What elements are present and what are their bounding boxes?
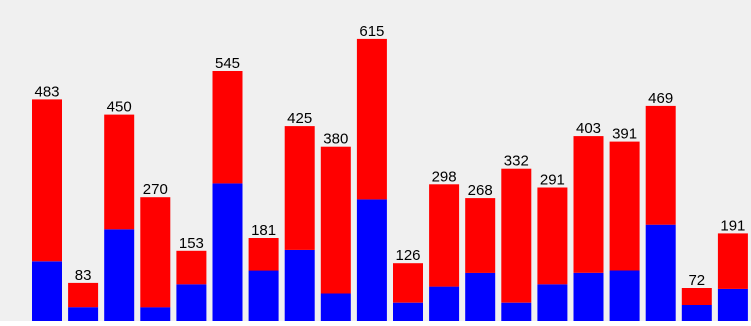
- bar-segment-14-series-1: [501, 302, 532, 321]
- data-label-10: 615: [359, 23, 384, 40]
- data-label-11: 126: [395, 247, 420, 264]
- bar-segment-7-series-2: [248, 238, 279, 271]
- bar-segment-3-series-2: [104, 114, 135, 230]
- data-labels-layer: 483 83 450 270 153 545 181 425 380 615 126 298 268 33…: [34, 23, 745, 289]
- data-label-8: 425: [287, 110, 312, 127]
- data-label-16: 403: [576, 120, 601, 137]
- data-label-20: 191: [720, 217, 745, 234]
- bar-segment-19-series-2: [681, 288, 712, 305]
- bar-segment-9-series-1: [320, 293, 351, 321]
- bar-segment-15-series-2: [537, 187, 568, 285]
- bar-segment-18-series-1: [645, 224, 676, 321]
- bar-segment-2-series-2: [68, 282, 99, 308]
- data-label-18: 469: [648, 90, 673, 107]
- bar-segment-10-series-1: [356, 199, 387, 321]
- data-label-15: 291: [540, 172, 565, 189]
- bar-segment-12-series-2: [429, 184, 460, 287]
- bar-segment-7-series-1: [248, 270, 279, 321]
- bar-segment-1-series-2: [32, 99, 62, 262]
- bars-layer: [32, 38, 748, 321]
- bar-segment-6-series-2: [212, 71, 243, 184]
- bar-segment-19-series-1: [681, 304, 712, 321]
- bar-segment-20-series-2: [717, 233, 748, 289]
- bar-segment-9-series-2: [320, 146, 351, 294]
- bar-segment-13-series-1: [465, 272, 496, 321]
- data-label-5: 153: [179, 235, 204, 252]
- data-label-14: 332: [504, 153, 529, 170]
- bar-segment-17-series-2: [609, 141, 640, 271]
- bar-segment-10-series-2: [356, 38, 387, 200]
- bar-segment-5-series-1: [176, 284, 207, 321]
- bar-segment-4-series-1: [140, 307, 171, 321]
- bar-segment-11-series-2: [393, 263, 423, 303]
- bar-segment-3-series-1: [104, 229, 135, 321]
- data-label-7: 181: [251, 222, 276, 239]
- data-label-3: 450: [107, 99, 132, 116]
- data-label-13: 268: [468, 182, 493, 199]
- bar-segment-14-series-2: [501, 168, 532, 303]
- bar-segment-18-series-2: [645, 105, 676, 225]
- bar-segment-15-series-1: [537, 284, 568, 321]
- bar-segment-4-series-2: [140, 197, 171, 308]
- bar-segment-8-series-1: [284, 249, 315, 321]
- bar-segment-6-series-1: [212, 183, 243, 321]
- data-label-4: 270: [143, 181, 168, 198]
- data-label-19: 72: [688, 272, 705, 289]
- bar-segment-16-series-1: [573, 272, 604, 321]
- bar-segment-20-series-1: [717, 288, 748, 321]
- data-label-17: 391: [612, 126, 637, 143]
- data-label-9: 380: [323, 131, 348, 148]
- bar-segment-5-series-2: [176, 250, 207, 285]
- data-label-6: 545: [215, 55, 240, 72]
- bar-segment-16-series-2: [573, 136, 604, 273]
- bar-segment-13-series-2: [465, 198, 496, 273]
- bar-segment-2-series-1: [68, 307, 99, 321]
- bar-segment-8-series-2: [284, 126, 315, 250]
- bar-segment-12-series-1: [429, 286, 460, 321]
- bar-segment-17-series-1: [609, 270, 640, 321]
- bar-segment-11-series-1: [393, 302, 423, 321]
- data-label-2: 83: [75, 267, 92, 284]
- data-label-1: 483: [34, 83, 59, 100]
- data-label-12: 298: [432, 168, 457, 185]
- bar-segment-1-series-1: [32, 261, 62, 321]
